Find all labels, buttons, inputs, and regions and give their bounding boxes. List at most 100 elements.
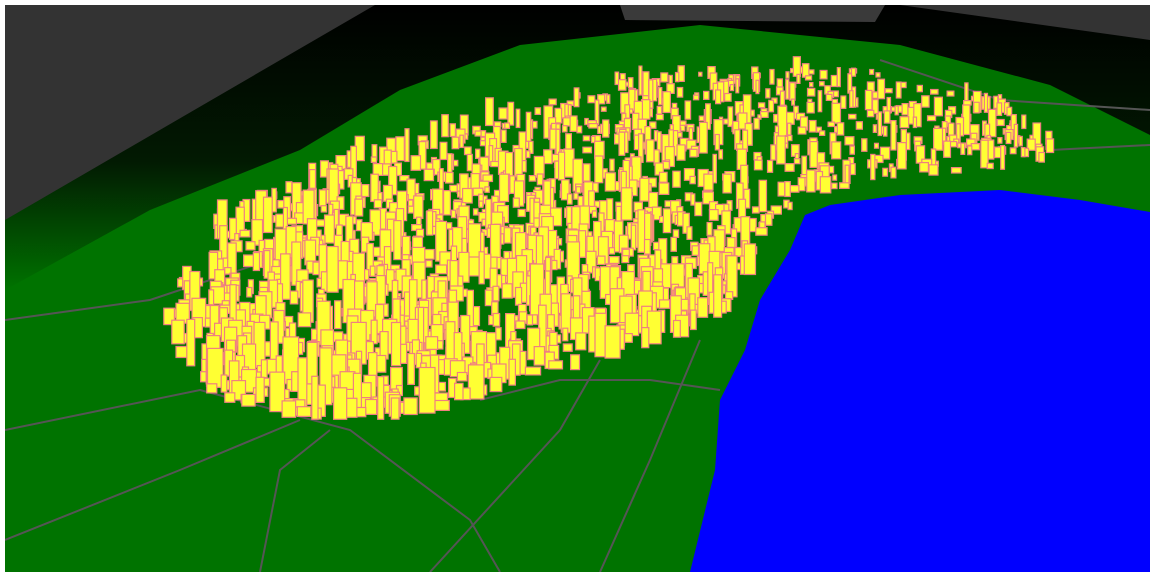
building (600, 106, 607, 112)
building (1018, 135, 1023, 147)
building (689, 175, 696, 185)
building (643, 238, 651, 255)
building (686, 226, 693, 241)
building (872, 91, 879, 99)
building (260, 359, 268, 379)
building (743, 243, 757, 276)
building (901, 102, 909, 116)
building (662, 208, 672, 234)
building (792, 56, 801, 77)
building (844, 164, 850, 185)
building (504, 122, 511, 130)
building (875, 72, 881, 78)
building (849, 163, 856, 176)
horizon-shade (5, 5, 1150, 290)
building (689, 309, 697, 331)
building (655, 113, 664, 121)
building (573, 87, 580, 108)
building (615, 205, 622, 224)
building (482, 174, 494, 183)
building (220, 374, 228, 393)
building (873, 142, 880, 149)
building (445, 321, 456, 362)
building (618, 131, 626, 156)
building (597, 94, 606, 105)
building (280, 253, 291, 300)
building (475, 148, 481, 159)
building (986, 162, 994, 170)
building (916, 84, 924, 93)
building (492, 285, 500, 302)
building (801, 63, 810, 78)
building (983, 92, 989, 113)
building (785, 78, 790, 100)
building (617, 79, 627, 91)
building (390, 321, 402, 367)
building (658, 171, 668, 183)
building (311, 375, 319, 420)
building (229, 217, 237, 241)
building (773, 113, 779, 123)
building (980, 139, 989, 169)
building (712, 153, 718, 184)
building (684, 100, 692, 120)
building (534, 107, 542, 116)
building (399, 175, 410, 182)
building (751, 206, 760, 214)
building (755, 227, 768, 236)
building (413, 195, 424, 219)
water (690, 190, 1150, 572)
building (753, 117, 760, 130)
building (912, 116, 918, 129)
building (894, 105, 899, 116)
building (484, 289, 493, 307)
building (676, 144, 686, 161)
building (639, 177, 650, 202)
building (713, 274, 723, 318)
building (456, 371, 468, 382)
building (796, 73, 801, 85)
building (554, 107, 563, 124)
building (285, 181, 293, 194)
building (439, 141, 448, 161)
building (755, 79, 760, 95)
building (599, 266, 611, 299)
building (831, 102, 842, 124)
building (466, 153, 473, 172)
building (533, 346, 546, 366)
viewport (5, 5, 1150, 572)
building (838, 182, 850, 190)
building (562, 117, 572, 127)
building (722, 173, 732, 194)
building (390, 150, 398, 164)
building (649, 121, 657, 129)
building (560, 179, 570, 201)
building (435, 264, 448, 275)
building (432, 158, 441, 176)
building (459, 134, 464, 149)
building (721, 210, 732, 235)
building (246, 286, 253, 298)
building (569, 354, 581, 371)
building (864, 89, 873, 111)
building (369, 265, 376, 277)
building (694, 201, 703, 217)
building (690, 193, 696, 206)
building (943, 140, 952, 158)
building (658, 299, 671, 309)
building (793, 158, 801, 165)
building (791, 98, 796, 106)
building (463, 146, 472, 156)
building (850, 67, 857, 77)
building (175, 345, 189, 359)
building (932, 127, 944, 151)
building (354, 198, 364, 217)
building (831, 141, 842, 160)
building (919, 162, 930, 173)
building (691, 245, 700, 256)
building (241, 393, 256, 407)
building (933, 96, 944, 117)
building (801, 155, 808, 178)
building (263, 250, 271, 279)
building (370, 173, 379, 203)
